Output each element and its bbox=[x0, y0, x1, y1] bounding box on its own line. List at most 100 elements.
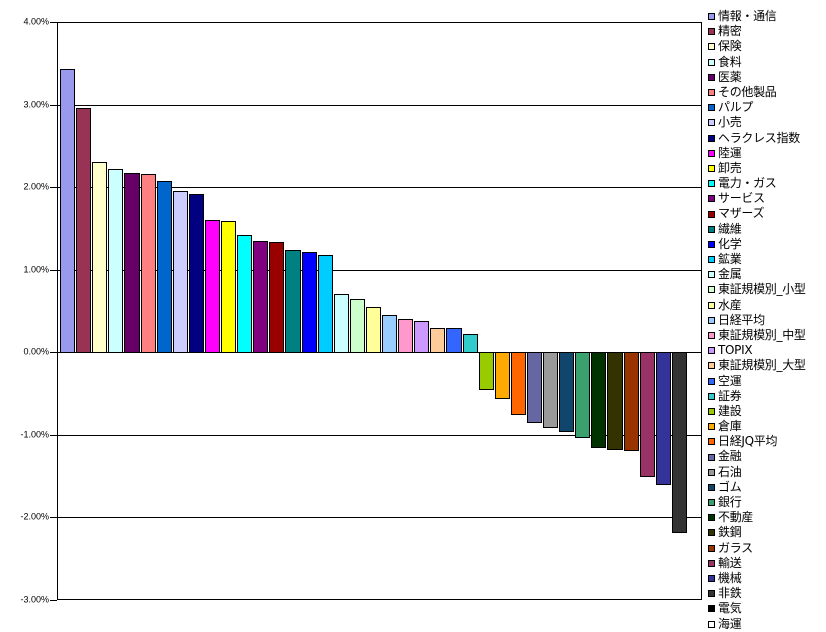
y-axis-tick-mark bbox=[50, 22, 57, 23]
bar bbox=[204, 220, 221, 354]
legend-swatch-icon bbox=[708, 499, 715, 507]
legend-item[interactable]: 小売 bbox=[708, 115, 826, 130]
legend-swatch-icon bbox=[708, 104, 715, 112]
legend-item[interactable]: 鉄鋼 bbox=[708, 525, 826, 540]
legend-item[interactable]: 金属 bbox=[708, 267, 826, 282]
legend-item[interactable]: 不動産 bbox=[708, 510, 826, 525]
legend-swatch-icon bbox=[708, 225, 715, 233]
legend-item[interactable]: 精密 bbox=[708, 24, 826, 39]
bar bbox=[462, 334, 478, 354]
legend-swatch-icon bbox=[708, 28, 715, 36]
bar bbox=[221, 220, 237, 354]
legend-item[interactable]: ガラス bbox=[708, 541, 826, 556]
y-axis-tick-mark bbox=[50, 600, 57, 601]
legend-item[interactable]: 東証規模別_小型 bbox=[708, 282, 826, 297]
bar bbox=[559, 352, 575, 432]
legend-item[interactable]: 東証規模別_大型 bbox=[708, 358, 826, 373]
bar bbox=[446, 327, 462, 354]
legend-item-label: 非鉄 bbox=[718, 586, 742, 601]
legend-item[interactable]: TOPIX bbox=[708, 343, 826, 358]
legend-item[interactable]: 証券 bbox=[708, 389, 826, 404]
legend-swatch-icon bbox=[708, 590, 715, 598]
legend-item-label: 情報・通信 bbox=[718, 9, 777, 23]
legend-item[interactable]: 医薬 bbox=[708, 70, 826, 85]
legend-item[interactable]: パルプ bbox=[708, 100, 826, 115]
legend-item[interactable]: 金融 bbox=[708, 449, 826, 464]
bar-series bbox=[58, 23, 701, 599]
bar bbox=[349, 298, 365, 354]
bar bbox=[543, 352, 559, 428]
legend-swatch-icon bbox=[708, 620, 715, 628]
legend-item[interactable]: 輸送 bbox=[708, 556, 826, 571]
legend-item-label: 陸運 bbox=[718, 145, 742, 160]
legend-item[interactable]: マザーズ bbox=[708, 206, 826, 221]
legend-item[interactable]: 保険 bbox=[708, 39, 826, 54]
legend-item[interactable]: 日経JQ平均 bbox=[708, 434, 826, 449]
bar bbox=[172, 191, 188, 354]
legend-item-label: 倉庫 bbox=[718, 419, 742, 434]
legend-item[interactable]: 繊維 bbox=[708, 222, 826, 237]
y-axis: 4.00% 3.00% 2.00% 1.00% 0.00% -1.00% -2.00% -3.… bbox=[0, 0, 57, 619]
bar bbox=[382, 315, 398, 354]
legend-item[interactable]: ゴム bbox=[708, 480, 826, 495]
y-axis-tick-label: -2.00% bbox=[20, 511, 49, 522]
legend-item[interactable]: 東証規模別_中型 bbox=[708, 328, 826, 343]
legend-swatch-icon bbox=[708, 73, 715, 81]
legend-item-label: マザーズ bbox=[718, 206, 765, 221]
y-axis-tick-label: 2.00% bbox=[23, 181, 49, 192]
bar bbox=[301, 251, 317, 354]
legend-swatch-icon bbox=[708, 514, 715, 522]
legend-item[interactable]: 石油 bbox=[708, 465, 826, 480]
legend-swatch-icon bbox=[708, 453, 715, 461]
legend-item-label: 輸送 bbox=[718, 555, 742, 570]
legend-item-label: 医薬 bbox=[718, 69, 742, 84]
legend-item[interactable]: 建設 bbox=[708, 404, 826, 419]
bar bbox=[414, 320, 430, 354]
legend-item[interactable]: その他製品 bbox=[708, 85, 826, 100]
legend-item[interactable]: 倉庫 bbox=[708, 419, 826, 434]
legend-swatch-icon bbox=[708, 301, 715, 309]
bar bbox=[575, 352, 591, 438]
legend-swatch-icon bbox=[708, 544, 715, 552]
legend-item[interactable]: 食料 bbox=[708, 55, 826, 70]
bar bbox=[494, 352, 510, 399]
gridline bbox=[58, 187, 701, 189]
legend-item[interactable]: 日経平均 bbox=[708, 313, 826, 328]
y-axis-tick-label: 4.00% bbox=[23, 16, 49, 27]
legend-swatch-icon bbox=[708, 316, 715, 324]
legend-item-label: 東証規模別_大型 bbox=[718, 358, 806, 373]
legend-item[interactable]: サービス bbox=[708, 191, 826, 206]
legend-item[interactable]: 空運 bbox=[708, 374, 826, 389]
bar bbox=[156, 180, 172, 354]
y-axis-tick-label: 1.00% bbox=[23, 264, 49, 275]
legend-swatch-icon bbox=[708, 529, 715, 537]
legend-swatch-icon bbox=[708, 438, 715, 446]
legend-item[interactable]: 非鉄 bbox=[708, 586, 826, 601]
legend-swatch-icon bbox=[708, 240, 715, 248]
legend-item[interactable]: 機械 bbox=[708, 571, 826, 586]
bar bbox=[317, 254, 333, 354]
y-axis-tick-label: -1.00% bbox=[20, 429, 49, 440]
legend-item-label: 繊維 bbox=[718, 221, 742, 236]
legend-item-label: ヘラクレス指数 bbox=[718, 130, 800, 145]
legend-item[interactable]: ヘラクレス指数 bbox=[708, 131, 826, 146]
legend-item[interactable]: 鉱業 bbox=[708, 252, 826, 267]
bar bbox=[124, 173, 140, 354]
legend-item-label: 機械 bbox=[718, 570, 742, 585]
legend-item[interactable]: 陸運 bbox=[708, 146, 826, 161]
legend-item[interactable]: 電力・ガス bbox=[708, 176, 826, 191]
legend-item-label: 精密 bbox=[718, 24, 742, 39]
y-axis-tick-mark bbox=[50, 434, 57, 436]
legend-item-label: 東証規模別_小型 bbox=[718, 282, 806, 297]
legend-item[interactable]: 銀行 bbox=[708, 495, 826, 510]
legend-item[interactable]: 卸売 bbox=[708, 161, 826, 176]
legend-swatch-icon bbox=[708, 149, 715, 157]
legend-item[interactable]: 化学 bbox=[708, 237, 826, 252]
bar bbox=[269, 241, 285, 354]
legend-item[interactable]: 水産 bbox=[708, 298, 826, 313]
gridline bbox=[58, 269, 701, 271]
legend-item[interactable]: 電気 bbox=[708, 601, 826, 616]
legend-item[interactable]: 情報・通信 bbox=[708, 9, 826, 24]
bar bbox=[237, 235, 253, 354]
